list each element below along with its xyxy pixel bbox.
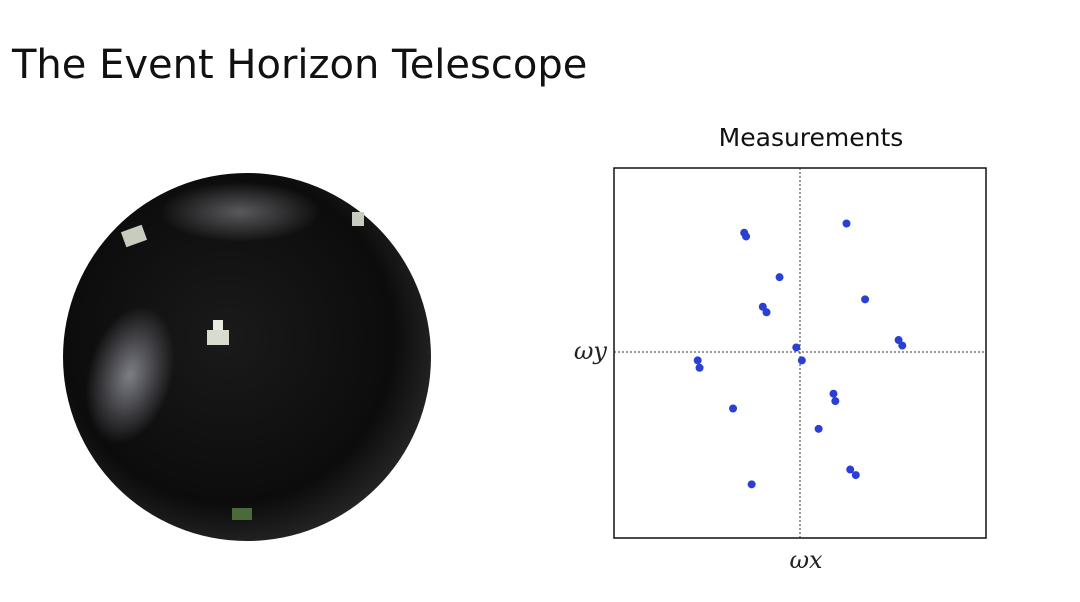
slide-title: The Event Horizon Telescope [11,42,587,88]
point [775,273,784,282]
y-axis-label: ωy [574,337,608,365]
point [693,356,702,365]
x-axis-label: ωx [789,546,823,574]
chart-title: Measurements [719,123,904,152]
point [831,397,840,406]
point [792,343,801,352]
point [846,465,855,474]
point [898,341,907,350]
point [797,356,806,365]
point [829,389,838,398]
point [814,424,823,433]
point [747,480,756,489]
point [851,471,860,480]
point [695,363,704,372]
sphere-image [63,173,431,541]
point [729,404,738,413]
point [861,295,870,304]
point [742,232,751,241]
point [842,219,851,228]
point [762,308,771,317]
